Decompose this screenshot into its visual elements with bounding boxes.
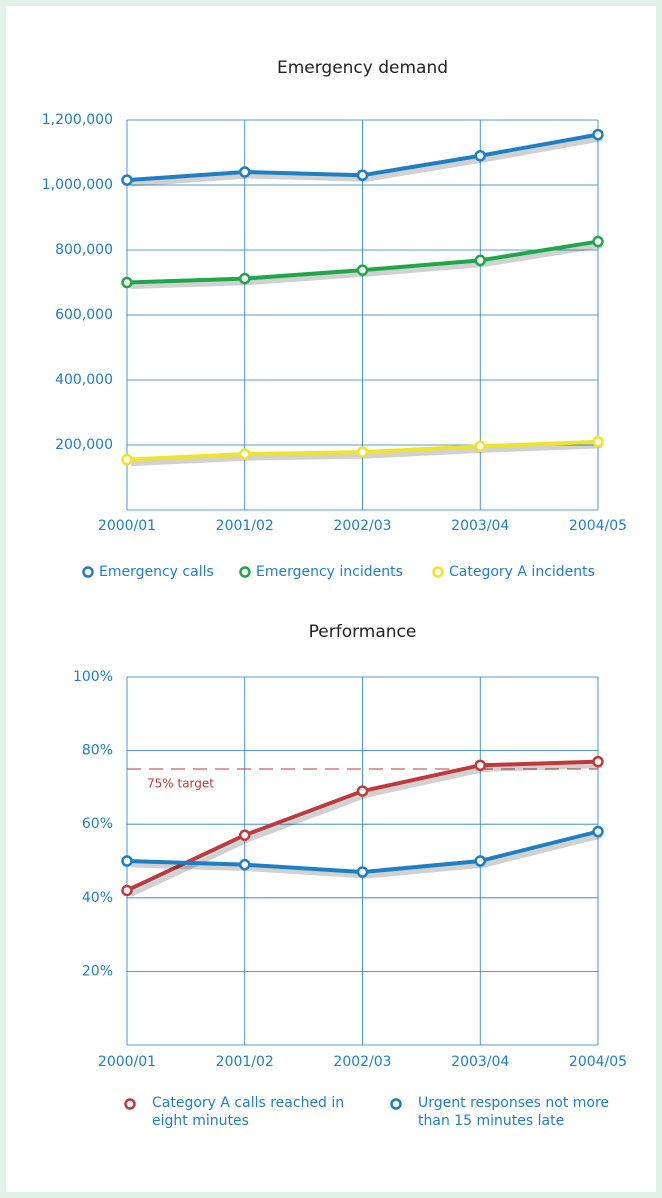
y-tick-label: 100%	[73, 669, 113, 685]
x-tick-label: 2001/02	[216, 518, 274, 534]
point	[356, 446, 369, 458]
legend-marker	[432, 566, 444, 578]
y-tick-label: 20%	[82, 963, 113, 979]
point	[121, 855, 133, 867]
point	[474, 855, 486, 867]
point	[474, 150, 486, 162]
reference-label: 75% target	[147, 777, 214, 791]
y-tick-label: 1,000,000	[42, 177, 113, 193]
panel	[6, 6, 656, 1192]
x-tick-label: 2004/05	[569, 1054, 627, 1070]
legend-label: Urgent responses not more than 15 minute…	[418, 1095, 610, 1129]
y-tick-label: 400,000	[55, 372, 113, 388]
legend-label: Emergency incidents	[256, 564, 403, 580]
legend-marker	[82, 566, 94, 578]
point	[592, 436, 604, 448]
point	[592, 825, 604, 838]
point	[121, 276, 133, 289]
x-tick-label: 2002/03	[333, 518, 391, 534]
point	[474, 759, 486, 772]
point	[239, 272, 251, 285]
legend-label: Emergency calls	[99, 564, 214, 580]
point	[474, 254, 486, 267]
point	[356, 264, 369, 276]
chart-title: Emergency demand	[277, 58, 448, 78]
x-tick-label: 2004/05	[569, 518, 627, 534]
x-tick-label: 2003/04	[451, 518, 509, 534]
y-tick-label: 80%	[82, 743, 113, 759]
chart-title: Performance	[309, 622, 417, 642]
point	[356, 866, 369, 878]
point	[356, 169, 369, 181]
point	[239, 858, 251, 871]
y-tick-label: 40%	[82, 890, 113, 906]
y-tick-label: 600,000	[55, 307, 113, 323]
y-tick-label: 60%	[82, 816, 113, 832]
y-tick-label: 200,000	[55, 437, 113, 453]
point	[239, 448, 251, 460]
point	[592, 128, 604, 141]
legend-label: Category A calls reached in eight minute…	[152, 1095, 345, 1129]
point	[121, 884, 133, 897]
point	[474, 440, 486, 453]
point	[239, 829, 251, 841]
point	[592, 755, 604, 768]
legend-marker	[239, 566, 251, 578]
legend-label: Category A incidents	[449, 564, 595, 580]
x-tick-label: 2003/04	[451, 1054, 509, 1070]
x-tick-label: 2001/02	[216, 1054, 274, 1070]
legend-marker	[124, 1098, 136, 1110]
x-tick-label: 2000/01	[98, 1054, 156, 1070]
point	[121, 453, 133, 466]
point	[239, 166, 251, 178]
y-tick-label: 1,200,000	[42, 112, 113, 128]
point	[356, 785, 369, 797]
point	[121, 174, 133, 186]
legend-marker	[390, 1098, 402, 1110]
point	[592, 235, 604, 248]
x-tick-label: 2000/01	[98, 518, 156, 534]
x-tick-label: 2002/03	[333, 1054, 391, 1070]
y-tick-label: 800,000	[55, 242, 113, 258]
